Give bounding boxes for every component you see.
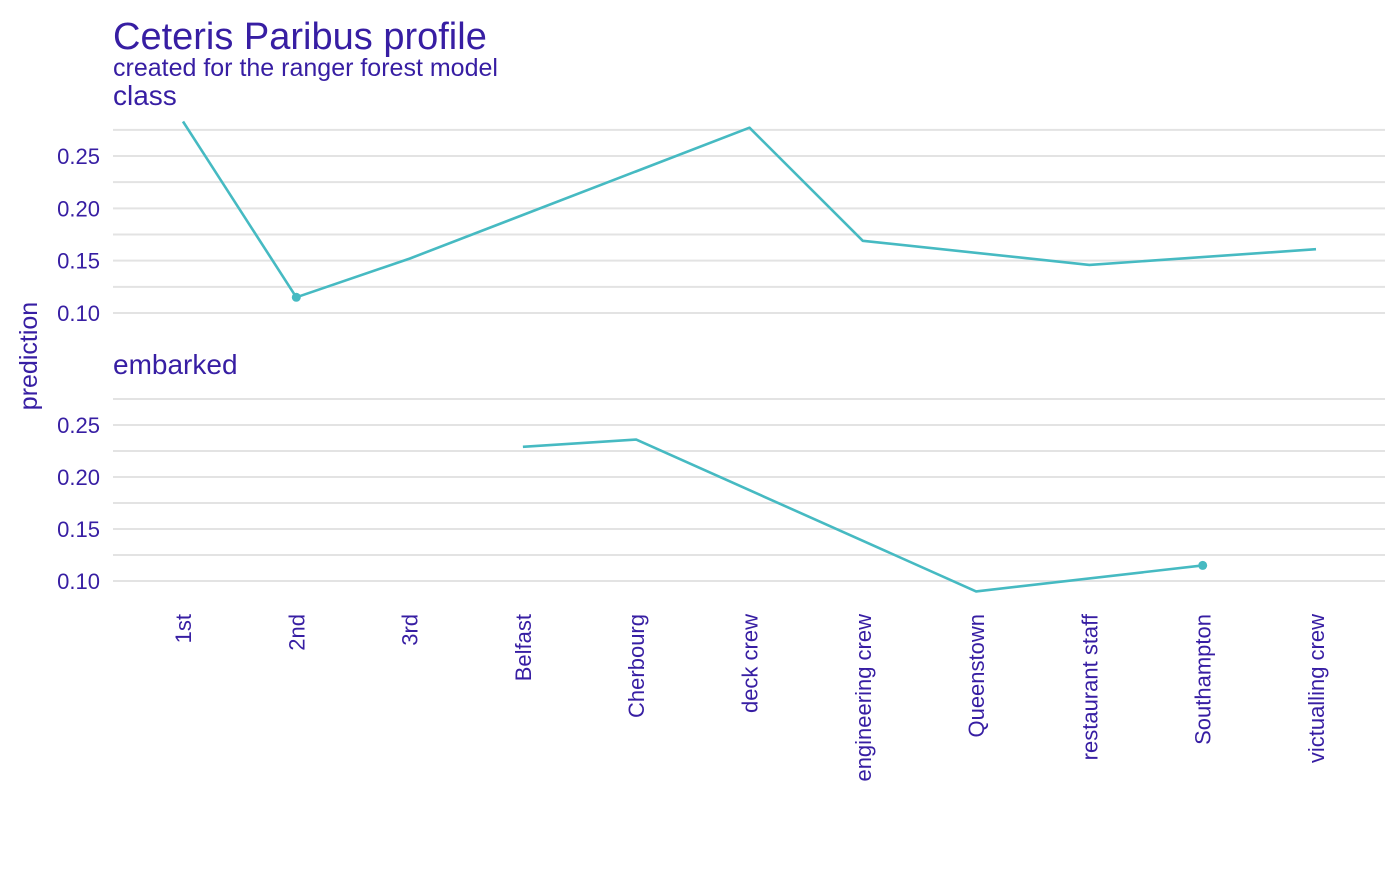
x-tick-label: deck crew [738,614,763,713]
x-tick-label: engineering crew [851,614,876,782]
panel-embarked: 0.10 0.15 0.20 0.25 embarked [57,349,1385,594]
x-tick-label: Cherbourg [624,614,649,718]
profile-line [523,440,1203,592]
x-tick-label: Southampton [1191,614,1216,745]
y-tick-label: 0.10 [57,569,100,594]
x-tick-label: victualling crew [1304,614,1329,763]
x-axis-tick-labels: 1st 2nd 3rd Belfast Cherbourg deck crew engine… [171,613,1329,781]
chart-subtitle: created for the ranger forest model [113,54,498,82]
x-tick-label: 2nd [284,614,309,651]
y-tick-label: 0.20 [57,196,100,221]
y-tick-label: 0.20 [57,465,100,490]
y-tick-label: 0.15 [57,517,100,542]
observation-point [292,293,301,302]
y-tick-label: 0.25 [57,144,100,169]
y-tick-label: 0.10 [57,301,100,326]
chart-title: Ceteris Paribus profile [113,16,487,58]
y-axis-label: prediction [15,302,43,410]
x-tick-label: Belfast [511,614,536,681]
y-tick-label: 0.15 [57,249,100,274]
panels-layer: 0.10 0.15 0.20 0.25 class 0.10 0.15 0.20 0.25 emb… [57,80,1385,594]
panel-label: embarked [113,349,238,380]
panel-class: 0.10 0.15 0.20 0.25 class [57,80,1385,326]
x-tick-label: Queenstown [964,614,989,738]
observation-point [1198,561,1207,570]
x-tick-label: restaurant staff [1077,613,1102,760]
panel-label: class [113,80,177,111]
y-tick-label: 0.25 [57,413,100,438]
x-tick-label: 1st [171,614,196,643]
profile-line [183,122,1316,298]
x-tick-label: 3rd [398,614,423,646]
